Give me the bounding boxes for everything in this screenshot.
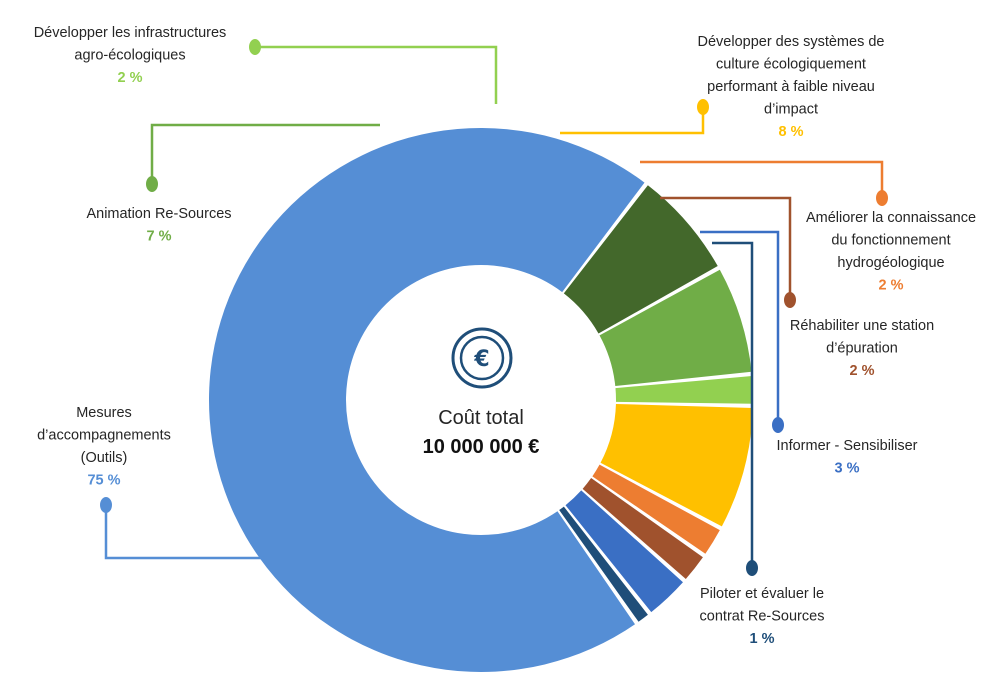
label-infra-percent: 2 %: [118, 70, 143, 86]
leader-lines: [100, 39, 888, 576]
leader-dot-station: [784, 292, 796, 308]
label-station-line-2: d’épuration: [826, 341, 898, 357]
center-total: 10 000 000 €: [423, 436, 540, 458]
slice-mesures: [208, 128, 645, 673]
leader-line-station: [660, 196, 792, 300]
label-piloter-line-1: Piloter et évaluer le: [700, 586, 824, 602]
euro-coin-icon: €: [451, 327, 513, 389]
label-systemes-percent: 8 %: [779, 124, 804, 140]
leader-line-informer: [700, 230, 780, 425]
label-connaissance-line-3: hydrogéologique: [837, 255, 944, 271]
label-animation-line-1: Animation Re-Sources: [86, 206, 231, 222]
label-connaissance-line-2: du fonctionnement: [831, 233, 950, 249]
donut-slices: [208, 128, 753, 673]
label-systemes-line-4: d’impact: [764, 102, 818, 118]
slice-informer: [565, 490, 683, 613]
slice-piloter: [559, 506, 648, 622]
leader-dot-infra: [249, 39, 261, 55]
label-systemes-line-2: culture écologiquement: [716, 57, 866, 73]
slice-systemes: [600, 403, 753, 527]
label-systemes-line-1: Développer des systèmes de: [698, 34, 885, 50]
leader-dot-systemes: [697, 99, 709, 115]
label-station-line-1: Réhabiliter une station: [790, 318, 934, 334]
label-piloter-percent: 1 %: [750, 631, 775, 647]
leader-dot-connaissance: [876, 190, 888, 206]
leader-line-mesures: [104, 505, 265, 560]
leader-line-connaissance: [640, 160, 884, 198]
leader-line-infra: [255, 45, 498, 104]
label-informer-line-1: Informer - Sensibiliser: [776, 438, 917, 454]
label-mesures-line-2: d’accompagnements: [37, 428, 171, 444]
slice-animation-dark: [563, 185, 718, 334]
slice-labels: Développer les infrastructures agro-écolo…: [34, 25, 976, 647]
leader-dot-animation: [146, 176, 158, 192]
label-station-percent: 2 %: [850, 363, 875, 379]
svg-text:€: €: [473, 347, 489, 372]
leader-line-piloter: [712, 241, 754, 568]
leader-dot-piloter: [746, 560, 758, 576]
leader-line-animation: [150, 123, 380, 184]
label-mesures-percent: 75 %: [87, 473, 120, 489]
center-title: Coût total: [438, 407, 524, 429]
label-systemes-line-3: performant à faible niveau: [707, 79, 875, 95]
leader-dot-mesures: [100, 497, 112, 513]
label-informer-percent: 3 %: [835, 461, 860, 477]
label-connaissance-percent: 2 %: [879, 278, 904, 294]
label-infra-line-1: Développer les infrastructures: [34, 25, 227, 41]
slice-infra: [615, 376, 753, 404]
slice-station: [582, 478, 703, 579]
label-animation-percent: 7 %: [147, 229, 172, 245]
slice-connaissance: [592, 464, 720, 554]
label-piloter-line-2: contrat Re-Sources: [700, 609, 825, 625]
label-mesures-line-1: Mesures: [76, 405, 132, 421]
slice-animation: [599, 269, 752, 387]
label-infra-line-2: agro-écologiques: [74, 48, 185, 64]
leader-dot-informer: [772, 417, 784, 433]
leader-line-systemes: [560, 107, 705, 135]
label-connaissance-line-1: Améliorer la connaissance: [806, 210, 976, 226]
label-mesures-line-3: (Outils): [81, 450, 128, 466]
